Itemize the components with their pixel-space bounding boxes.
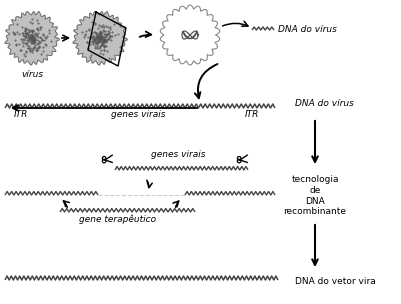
Text: gene terapêutico: gene terapêutico — [79, 215, 156, 224]
Text: DNA do vetor vira: DNA do vetor vira — [295, 278, 376, 286]
Text: DNA do vírus: DNA do vírus — [278, 26, 337, 34]
Text: recombinante: recombinante — [284, 207, 346, 216]
Text: DNA: DNA — [305, 197, 325, 206]
Text: tecnologia: tecnologia — [291, 175, 339, 184]
Text: DNA do vírus: DNA do vírus — [295, 99, 354, 108]
Polygon shape — [73, 12, 128, 65]
Polygon shape — [5, 12, 59, 65]
Text: ITR: ITR — [14, 110, 28, 119]
Text: genes virais: genes virais — [111, 110, 165, 119]
Text: de: de — [309, 186, 321, 195]
Text: ITR: ITR — [245, 110, 259, 119]
Text: genes virais: genes virais — [151, 150, 205, 159]
Text: vírus: vírus — [21, 70, 43, 79]
Polygon shape — [160, 5, 220, 65]
